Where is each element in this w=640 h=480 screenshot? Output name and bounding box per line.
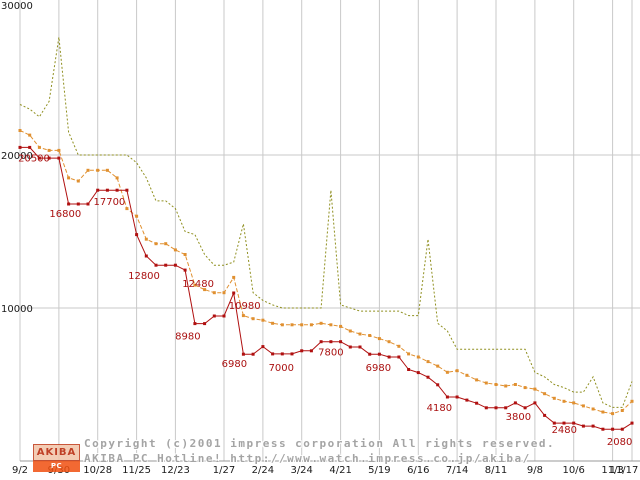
y-axis-labels: 10000 20000 30000	[1, 1, 33, 315]
svg-text:3800: 3800	[506, 412, 531, 423]
svg-text:6980: 6980	[366, 363, 391, 374]
akiba-logo-title: AKIBA	[33, 444, 80, 461]
akiba-logo-subtitle: PC Hotline!	[33, 461, 80, 480]
svg-text:3/24: 3/24	[290, 465, 312, 476]
svg-text:10000: 10000	[1, 304, 33, 315]
svg-text:30000: 30000	[1, 1, 33, 12]
svg-text:6/16: 6/16	[407, 465, 429, 476]
svg-text:7800: 7800	[318, 348, 343, 359]
svg-text:9/8: 9/8	[527, 465, 543, 476]
svg-text:7/14: 7/14	[446, 465, 468, 476]
svg-text:20500: 20500	[18, 153, 50, 164]
svg-text:4/21: 4/21	[329, 465, 351, 476]
price-annotations: 20500 16800 17700 12800 12480 8980 10980 6980 70…	[18, 153, 632, 448]
svg-text:11/3: 11/3	[601, 465, 623, 476]
series-lowest-price	[20, 146, 633, 430]
svg-text:10/6: 10/6	[562, 465, 584, 476]
svg-text:12800: 12800	[128, 271, 160, 282]
copyright-line2: AKIBA PC Hotline! http://www.watch.impre…	[84, 452, 531, 465]
svg-text:10980: 10980	[229, 301, 261, 312]
svg-text:11/25: 11/25	[122, 465, 151, 476]
svg-text:6980: 6980	[222, 359, 247, 370]
svg-text:12480: 12480	[182, 279, 214, 290]
series-lowest-price-markers	[18, 145, 634, 431]
svg-text:2/24: 2/24	[252, 465, 274, 476]
svg-text:5/19: 5/19	[368, 465, 390, 476]
svg-text:8980: 8980	[175, 332, 200, 343]
svg-text:4180: 4180	[427, 403, 452, 414]
svg-text:16800: 16800	[49, 209, 81, 220]
series-highest-price	[19, 37, 633, 408]
x-axis-labels: 9/29/3010/2811/2512/231/272/243/244/215/…	[12, 465, 638, 476]
vertical-gridlines	[19, 0, 633, 461]
svg-text:11/17: 11/17	[610, 465, 639, 476]
svg-text:12/23: 12/23	[161, 465, 190, 476]
akiba-pc-hotline-logo: AKIBA PC Hotline!	[33, 444, 80, 480]
svg-text:1/27: 1/27	[213, 465, 235, 476]
svg-text:9/2: 9/2	[12, 465, 28, 476]
horizontal-gridlines	[20, 154, 640, 309]
svg-text:2480: 2480	[552, 425, 577, 436]
svg-text:2080: 2080	[607, 437, 632, 448]
svg-text:7000: 7000	[269, 363, 294, 374]
series-average-price-markers	[18, 129, 634, 416]
svg-text:10/28: 10/28	[83, 465, 112, 476]
svg-text:17700: 17700	[93, 197, 125, 208]
series-average-price	[19, 130, 633, 415]
svg-text:8/11: 8/11	[485, 465, 507, 476]
copyright-line1: Copyright (c)2001 impress corporation Al…	[84, 437, 556, 450]
svg-text:20000: 20000	[1, 151, 33, 162]
